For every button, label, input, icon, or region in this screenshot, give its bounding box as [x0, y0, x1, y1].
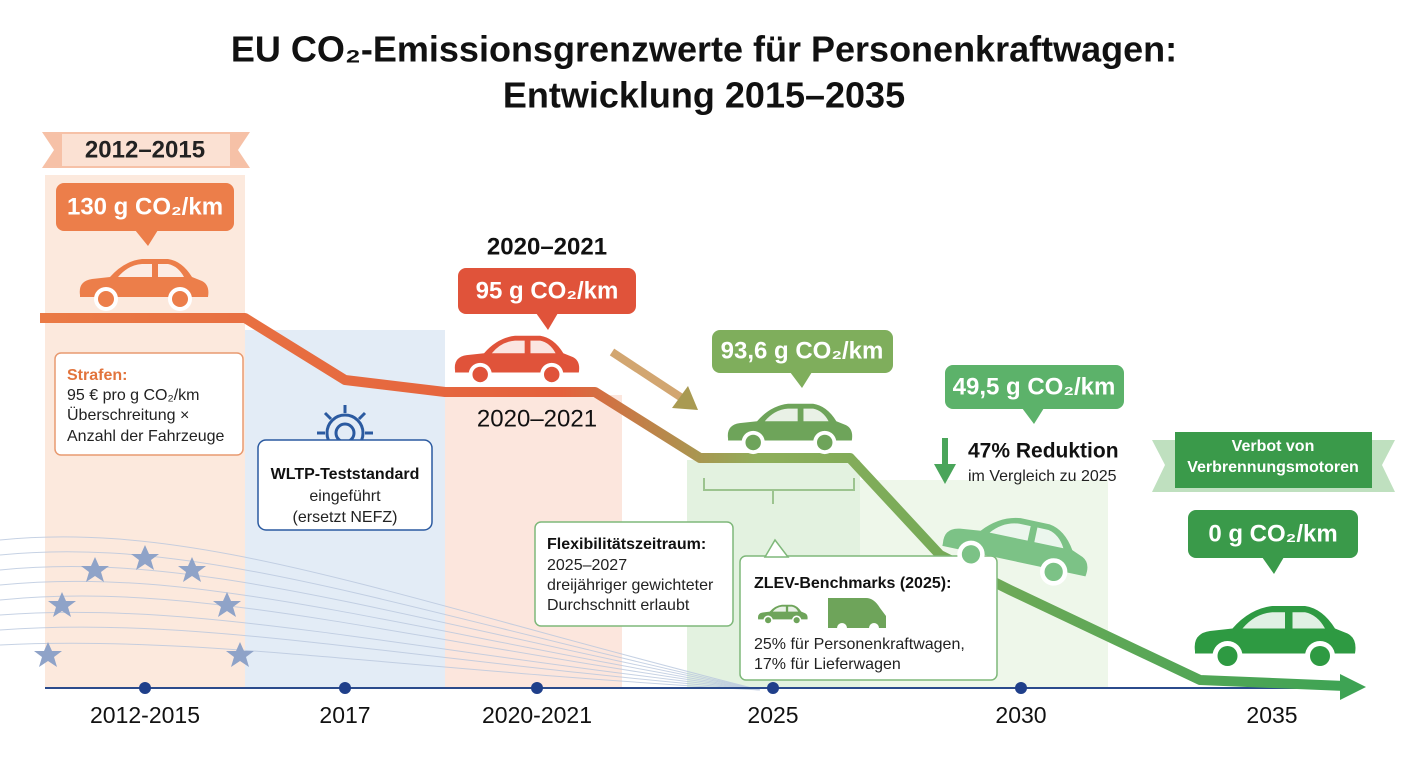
box-text: 17% für Lieferwagen: [754, 656, 901, 673]
box-heading: ZLEV-Benchmarks (2025):: [754, 575, 951, 592]
box-heading: Strafen:: [67, 367, 127, 384]
timeline-label: 2012-2015: [90, 702, 200, 728]
car-icon: [1194, 606, 1356, 671]
limit-value: 93,6 g CO₂/km: [721, 337, 884, 364]
box-heading: WLTP-Teststandard: [271, 466, 420, 483]
callout-tail: [790, 372, 812, 388]
callout-tail: [536, 313, 558, 330]
info-box: [534, 521, 734, 627]
car-icon: [454, 335, 580, 387]
box-heading: Flexibilitätszeitraum:: [547, 536, 706, 553]
eu-stars: [34, 545, 254, 667]
timeline-label: 2035: [1246, 702, 1297, 728]
limit-value: 130 g CO₂/km: [67, 193, 223, 220]
timeline-label: 2017: [319, 702, 370, 728]
callout-tail: [763, 538, 790, 558]
timeline-label: 2025: [747, 702, 798, 728]
arrow: [609, 348, 688, 404]
box-text: Überschreitung ×: [67, 406, 189, 424]
arrow: [672, 386, 698, 410]
ban-banner: [1175, 432, 1372, 488]
box-text: 2025–2027: [547, 557, 627, 574]
limit-callout: [712, 330, 893, 373]
timeline-dots: [139, 682, 1027, 694]
period-label: 2020–2021: [477, 405, 597, 432]
decor-waves: [0, 536, 761, 691]
period-label: 2012–2015: [85, 136, 205, 163]
box-text: 95 € pro g CO₂/km: [67, 387, 199, 404]
reduction-note: im Vergleich zu 2025: [968, 468, 1117, 485]
trend-line: [40, 313, 1346, 691]
bracket: [703, 478, 855, 504]
limit-callout: [1188, 510, 1358, 558]
callout-tail: [135, 230, 158, 246]
limit-value: 49,5 g CO₂/km: [953, 373, 1116, 400]
box-text: (ersetzt NEFZ): [293, 509, 398, 526]
ban-text: Verbrennungsmotoren: [1187, 459, 1359, 476]
period-banner: [62, 134, 230, 166]
timeline-label: 2030: [995, 702, 1046, 728]
info-box: [54, 352, 244, 456]
limit-value: 0 g CO₂/km: [1208, 520, 1337, 547]
box-text: eingeführt: [309, 488, 381, 505]
info-box: [257, 439, 433, 531]
box-text: Anzahl der Fahrzeuge: [67, 428, 225, 445]
timeline-label: 2020-2021: [482, 702, 592, 728]
title: EU CO₂-Emissionsgrenzwerte für Personenk…: [231, 29, 1177, 70]
box-text: Durchschnitt erlaubt: [547, 597, 690, 614]
limit-callout: [56, 183, 234, 231]
callout-tail: [1022, 408, 1044, 424]
ban-text: Verbot von: [1232, 438, 1315, 455]
car-icon: [727, 403, 853, 455]
van-icon: [828, 598, 886, 633]
box-text: dreijähriger gewichteter: [547, 577, 714, 594]
period-heading: 2020–2021: [487, 233, 607, 260]
down-arrow: [934, 464, 956, 484]
trend-arrow: [1340, 674, 1366, 700]
title: Entwicklung 2015–2035: [503, 75, 905, 116]
limit-callout: [458, 268, 636, 314]
callout-tail: [1262, 557, 1284, 574]
limit-value: 95 g CO₂/km: [476, 277, 619, 304]
box-text: 25% für Personenkraftwagen,: [754, 636, 965, 653]
limit-callout: [945, 365, 1124, 409]
reduction: 47% Reduktion: [968, 440, 1119, 463]
